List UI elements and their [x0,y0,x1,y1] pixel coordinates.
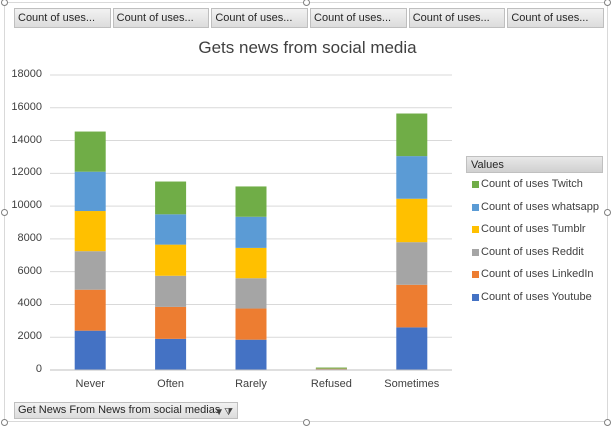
legend-label: Count of uses whatsapp [481,200,600,213]
y-tick-label: 6000 [17,264,42,277]
legend-swatch [472,203,479,211]
legend-swatch [472,293,479,301]
value-field-button[interactable]: Count of uses... [507,8,605,28]
y-tick-label: 2000 [17,330,42,343]
legend-item[interactable]: Count of uses LinkedIn [466,263,603,286]
legend-label: Count of uses Youtube [481,290,592,303]
y-tick-label: 0 [35,363,42,375]
legend-item[interactable]: Count of uses Twitch [466,173,603,196]
legend-label: Count of uses Tumblr [481,223,586,235]
y-tick-label: 16000 [11,100,42,113]
legend-swatch [472,181,479,188]
resize-handle-top[interactable] [303,0,310,6]
resize-handle-right[interactable] [604,209,611,216]
axis-field-label: Get News From News from social medias [18,404,221,416]
legend-item[interactable]: Count of uses Youtube [466,286,603,309]
pivot-value-field-buttons: Count of uses... Count of uses... Count … [14,8,605,28]
legend-item[interactable]: Count of uses whatsapp [466,196,603,219]
x-tick-label: Never [75,378,105,390]
legend-swatch [472,248,479,256]
resize-handle-bottom[interactable] [303,419,310,426]
legend-swatch [472,226,479,233]
x-tick-label: Often [157,378,185,390]
legend-label: Count of uses LinkedIn [481,268,594,280]
legend-label: Count of uses Twitch [481,178,583,190]
value-field-button[interactable]: Count of uses... [408,8,506,28]
resize-handle-top-right[interactable] [604,0,611,6]
x-tick-label: Rarely [235,378,267,390]
y-tick-label: 18000 [11,68,42,80]
filter-dropdown-icon[interactable]: ▼⧩ [214,407,233,418]
x-tick-label: Sometimes [384,378,440,390]
resize-handle-top-left[interactable] [1,0,8,6]
y-tick-label: 12000 [11,166,42,179]
resize-handle-bottom-left[interactable] [1,419,8,426]
chart-title[interactable]: Gets news from social media [198,38,417,57]
y-tick-label: 14000 [11,133,42,146]
value-field-button[interactable]: Count of uses... [211,8,309,28]
legend-header: Values [466,156,603,173]
x-tick-label: Refused [310,378,352,390]
y-tick-label: 8000 [17,231,42,244]
legend[interactable]: Values Count of uses Twitch Count of uses… [466,156,603,308]
value-field-button[interactable]: Count of uses... [14,8,111,28]
axis-field-filter-button[interactable]: Get News From News from social medias ▼⧩ [14,402,238,419]
resize-handle-bottom-right[interactable] [604,419,611,426]
y-tick-label: 10000 [11,199,42,212]
resize-handle-left[interactable] [1,209,8,216]
legend-item[interactable]: Count of uses Tumblr [466,218,603,241]
value-field-button[interactable]: Count of uses... [310,8,407,28]
legend-swatch [472,271,479,278]
value-field-button[interactable]: Count of uses... [112,8,210,28]
legend-item[interactable]: Count of uses Reddit [466,241,603,264]
legend-items: Count of uses Twitch Count of uses whatsa… [466,173,603,308]
legend-label: Count of uses Reddit [481,245,584,258]
y-tick-label: 4000 [17,297,42,310]
